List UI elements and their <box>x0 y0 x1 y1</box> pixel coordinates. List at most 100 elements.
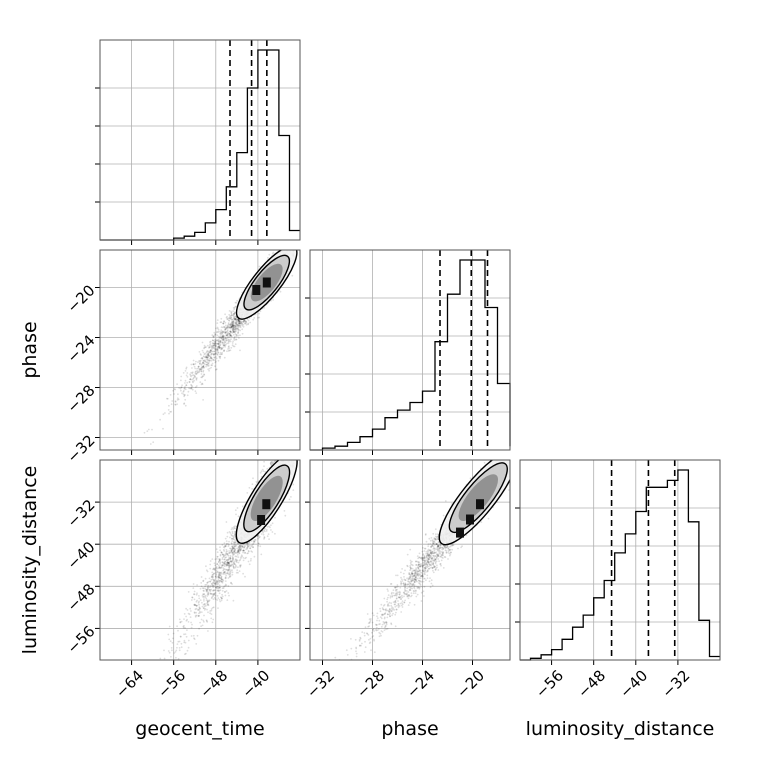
sample-point <box>198 607 201 610</box>
sample-point <box>218 577 221 580</box>
sample-point <box>222 568 225 571</box>
sample-point <box>212 358 215 361</box>
sample-point <box>202 596 205 598</box>
sample-point <box>233 338 235 340</box>
sample-point <box>204 352 207 355</box>
sample-point <box>191 596 194 599</box>
sample-point <box>168 638 171 641</box>
sample-point <box>233 549 236 552</box>
sample-point <box>143 455 145 457</box>
sample-point <box>216 583 219 585</box>
sample-point <box>222 587 225 589</box>
sample-point <box>202 365 205 368</box>
sample-point <box>171 400 174 402</box>
sample-point <box>230 542 233 544</box>
sample-point <box>220 566 223 568</box>
sample-point <box>270 464 273 466</box>
sample-point <box>195 604 198 607</box>
sample-point <box>233 548 236 551</box>
sample-point <box>268 253 271 256</box>
sample-point <box>213 585 216 587</box>
sample-point <box>216 334 219 337</box>
sample-point <box>220 580 223 583</box>
sample-point <box>237 549 239 552</box>
sample-point <box>230 314 233 317</box>
sample-point <box>226 330 229 333</box>
sample-point <box>229 557 232 560</box>
sample-point <box>212 606 215 609</box>
sample-point <box>174 404 177 406</box>
sample-point <box>245 322 248 324</box>
sample-point <box>238 546 241 549</box>
sample-point <box>233 328 236 331</box>
panel-luminosity_distance-luminosity_distance <box>515 460 720 665</box>
sample-point <box>272 461 274 464</box>
sample-point <box>216 348 219 351</box>
sample-point <box>151 428 153 431</box>
sample-point <box>200 373 203 375</box>
sample-point <box>206 363 208 366</box>
sample-point <box>213 579 216 582</box>
sample-point <box>235 330 237 333</box>
sample-point <box>230 564 233 567</box>
sample-point <box>191 385 194 388</box>
sample-point <box>214 564 217 567</box>
sample-point <box>207 630 209 632</box>
sample-point <box>247 322 250 325</box>
sample-point <box>264 470 267 473</box>
sample-point <box>254 538 256 541</box>
sample-point <box>285 245 287 247</box>
sample-point <box>206 354 208 356</box>
sample-point <box>235 513 237 516</box>
sample-point <box>225 521 228 523</box>
sample-point <box>213 344 215 347</box>
sample-point <box>220 331 223 334</box>
sample-point <box>201 357 204 360</box>
sample-point <box>252 542 255 545</box>
sample-point <box>213 572 215 575</box>
sample-point <box>247 545 249 548</box>
sample-point <box>237 546 240 548</box>
sample-point <box>203 603 206 606</box>
sample-point <box>263 536 266 538</box>
sample-point <box>292 247 294 249</box>
sample-point <box>218 576 220 579</box>
sample-point <box>235 544 237 547</box>
sample-point <box>176 399 179 401</box>
sample-point <box>162 413 165 416</box>
sample-point <box>195 643 198 645</box>
sample-point <box>190 635 193 637</box>
sample-point <box>265 528 268 531</box>
sample-point <box>206 355 208 358</box>
sample-point <box>243 319 245 322</box>
sample-point <box>221 561 224 564</box>
sample-point <box>222 326 224 329</box>
sample-point <box>190 363 193 366</box>
sample-point <box>229 330 232 333</box>
sample-point <box>213 334 216 337</box>
sample-point <box>209 357 212 359</box>
sample-point <box>213 356 216 359</box>
sample-point <box>216 354 219 356</box>
sample-point <box>168 651 171 654</box>
sample-point <box>257 542 260 545</box>
sample-point <box>246 543 249 545</box>
sample-point <box>280 456 282 458</box>
sample-point <box>233 536 235 538</box>
sample-point <box>230 335 233 338</box>
panel-background <box>100 40 300 240</box>
sample-point <box>229 547 232 550</box>
sample-point <box>235 301 238 304</box>
sample-point <box>229 323 232 326</box>
sample-point <box>221 564 224 567</box>
sample-point <box>227 350 230 352</box>
sample-point <box>194 615 197 618</box>
sample-point <box>183 641 186 644</box>
sample-point <box>212 339 214 342</box>
sample-point <box>214 589 216 592</box>
sample-point <box>182 626 185 629</box>
sample-point <box>224 336 227 339</box>
sample-point <box>223 349 226 352</box>
sample-point <box>236 547 239 550</box>
sample-point <box>231 573 234 576</box>
